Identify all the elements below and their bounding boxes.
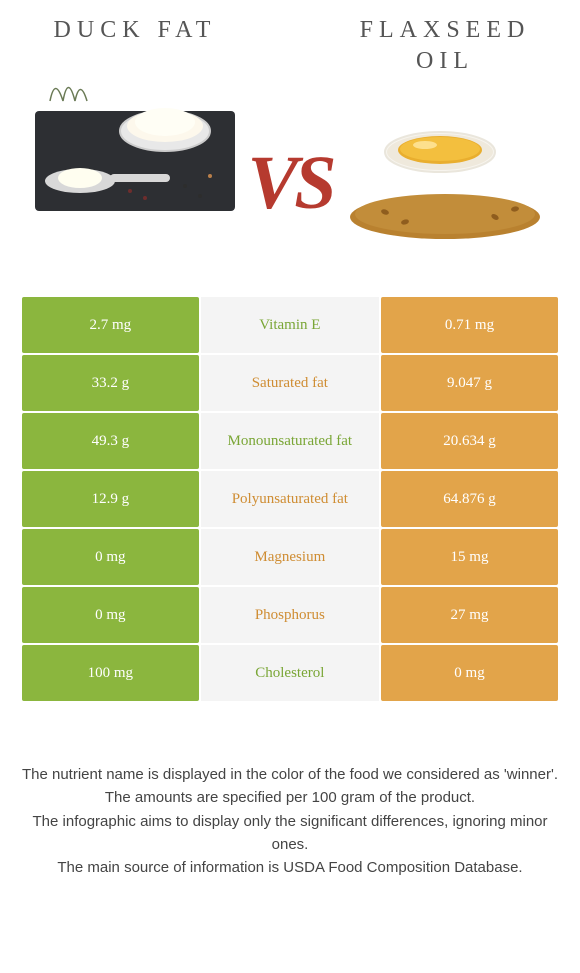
comparison-header: DUCK FAT VS FLAXSEED OIL — [20, 15, 560, 235]
right-value-cell: 64.876 g — [381, 471, 558, 527]
vs-label: VS — [248, 145, 333, 221]
left-food-image — [35, 66, 235, 211]
nutrient-name-cell: Cholesterol — [201, 645, 379, 701]
nutrient-name-cell: Magnesium — [201, 529, 379, 585]
right-value-cell: 20.634 g — [381, 413, 558, 469]
right-value-cell: 15 mg — [381, 529, 558, 585]
nutrient-table-body: 2.7 mgVitamin E0.71 mg33.2 gSaturated fa… — [22, 297, 558, 701]
right-food-image — [345, 97, 545, 242]
nutrient-table: 2.7 mgVitamin E0.71 mg33.2 gSaturated fa… — [20, 295, 560, 703]
table-row: 33.2 gSaturated fat9.047 g — [22, 355, 558, 411]
nutrient-name-cell: Monounsaturated fat — [201, 413, 379, 469]
left-value-cell: 49.3 g — [22, 413, 199, 469]
footnote-line: The infographic aims to display only the… — [20, 810, 560, 857]
table-row: 12.9 gPolyunsaturated fat64.876 g — [22, 471, 558, 527]
right-value-cell: 0.71 mg — [381, 297, 558, 353]
nutrient-name-cell: Vitamin E — [201, 297, 379, 353]
table-row: 0 mgMagnesium15 mg — [22, 529, 558, 585]
footnote-line: The nutrient name is displayed in the co… — [20, 763, 560, 786]
right-food-column: FLAXSEED OIL — [330, 15, 560, 242]
left-value-cell: 2.7 mg — [22, 297, 199, 353]
right-value-cell: 27 mg — [381, 587, 558, 643]
table-row: 49.3 gMonounsaturated fat20.634 g — [22, 413, 558, 469]
left-value-cell: 100 mg — [22, 645, 199, 701]
footnote-line: The amounts are specified per 100 gram o… — [20, 786, 560, 809]
right-food-title: FLAXSEED OIL — [330, 15, 560, 77]
left-food-title: DUCK FAT — [54, 15, 217, 46]
left-value-cell: 0 mg — [22, 529, 199, 585]
nutrient-name-cell: Polyunsaturated fat — [201, 471, 379, 527]
footnotes: The nutrient name is displayed in the co… — [20, 763, 560, 879]
right-value-cell: 9.047 g — [381, 355, 558, 411]
nutrient-name-cell: Phosphorus — [201, 587, 379, 643]
left-food-column: DUCK FAT — [20, 15, 250, 211]
table-row: 0 mgPhosphorus27 mg — [22, 587, 558, 643]
left-value-cell: 33.2 g — [22, 355, 199, 411]
left-value-cell: 0 mg — [22, 587, 199, 643]
nutrient-name-cell: Saturated fat — [201, 355, 379, 411]
left-value-cell: 12.9 g — [22, 471, 199, 527]
right-value-cell: 0 mg — [381, 645, 558, 701]
table-row: 2.7 mgVitamin E0.71 mg — [22, 297, 558, 353]
footnote-line: The main source of information is USDA F… — [20, 856, 560, 879]
table-row: 100 mgCholesterol0 mg — [22, 645, 558, 701]
